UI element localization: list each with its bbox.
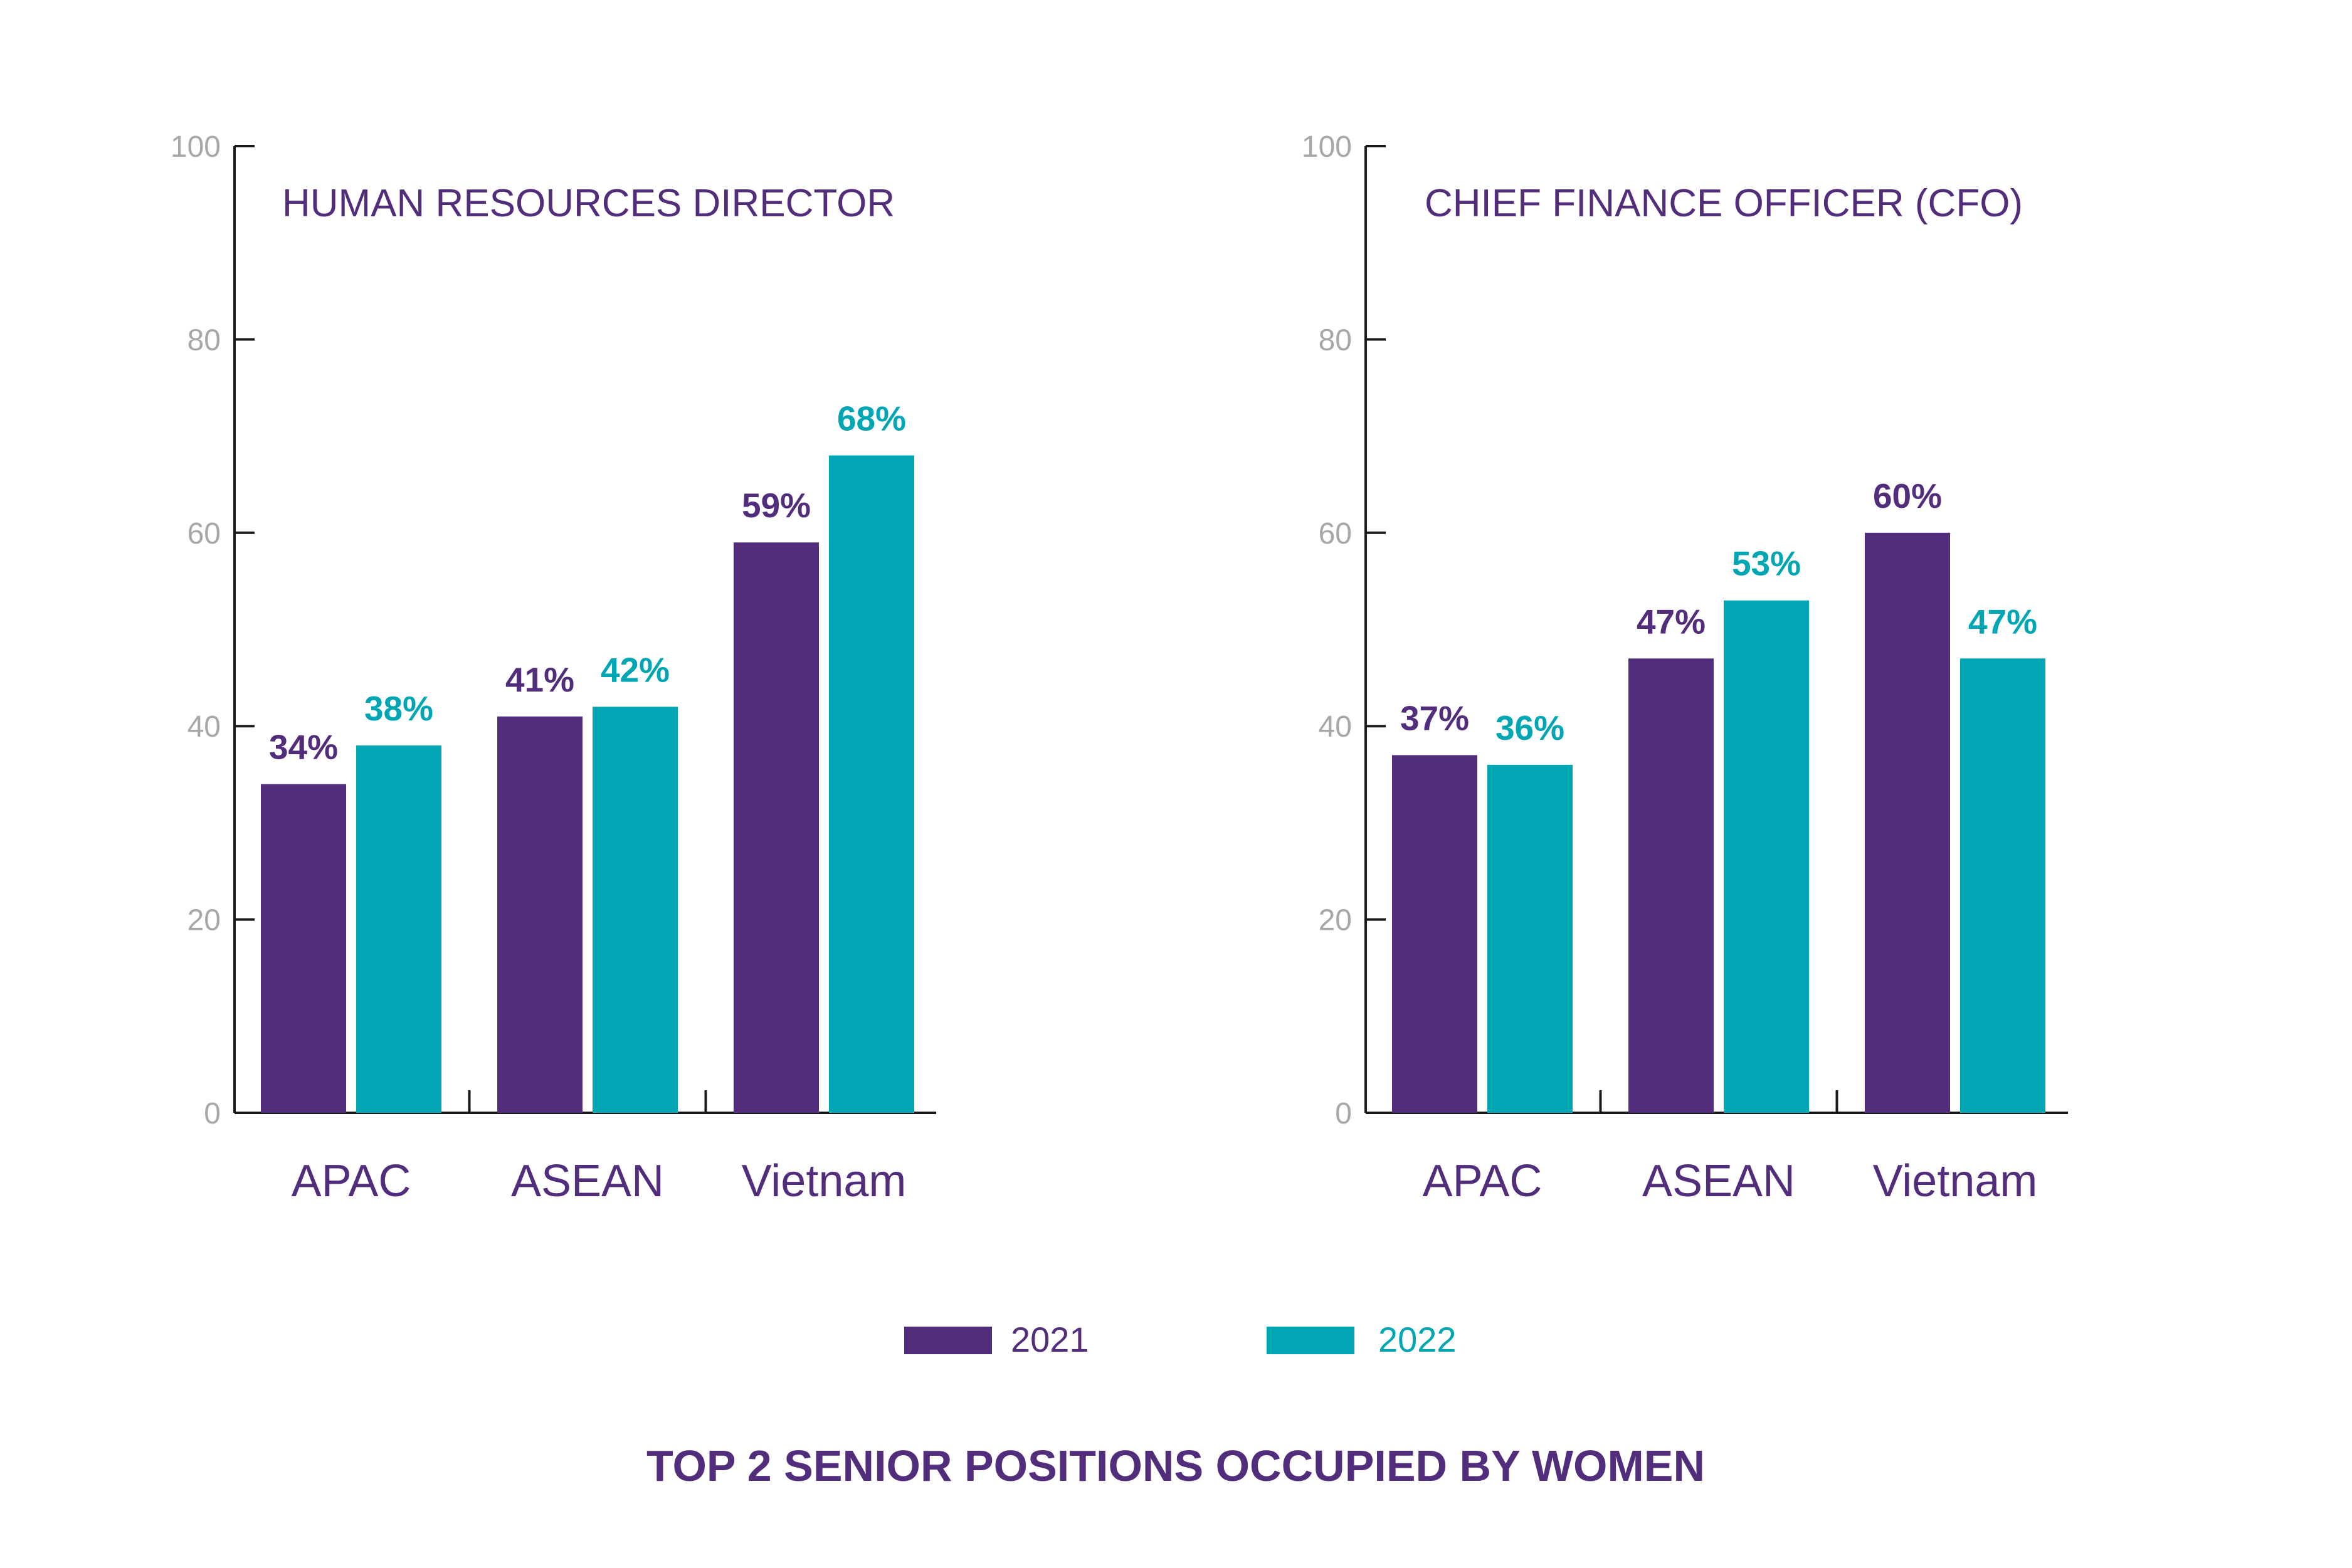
bar-apac-2021 [1392,755,1477,1113]
data-label-vietnam-2022: 68% [837,399,906,438]
category-label-apac: APAC [1423,1156,1543,1206]
bar-vietnam-2022 [829,455,914,1113]
charts-container: HUMAN RESOURCES DIRECTOR 0 20 40 60 80 100 34% 3… [171,130,2068,1206]
data-label-asean-2021: 41% [505,660,574,699]
data-label-apac-2022: 36% [1495,708,1564,747]
bar-apac-2021 [261,784,346,1113]
bar-vietnam-2022 [1960,658,2045,1113]
y-tick-label: 80 [187,324,221,357]
y-tick-label: 60 [187,517,221,550]
bar-asean-2021 [497,716,583,1113]
chart-title: CHIEF FINANCE OFFICER (CFO) [1425,182,2023,225]
data-label-vietnam-2021: 59% [742,486,811,525]
legend-swatch-2021 [904,1327,992,1354]
y-tick-label: 40 [1319,710,1352,744]
y-tick-label: 60 [1319,517,1352,550]
data-label-apac-2021: 37% [1400,698,1469,737]
y-tick-label: 80 [1319,324,1352,357]
bar-apac-2022 [356,745,441,1113]
legend: 2021 2022 [904,1320,1457,1359]
legend-swatch-2022 [1267,1327,1354,1354]
category-label-vietnam: Vietnam [1873,1156,2038,1206]
category-label-apac: APAC [292,1156,411,1206]
data-label-asean-2021: 47% [1637,602,1706,641]
y-tick-label: 20 [1319,904,1352,937]
data-label-asean-2022: 42% [601,650,670,689]
legend-label-2021: 2021 [1011,1320,1089,1359]
category-label-vietnam: Vietnam [742,1156,907,1206]
chart-1: HUMAN RESOURCES DIRECTOR 0 20 40 60 80 100 34% 3… [171,130,936,1206]
bar-vietnam-2021 [1865,532,1950,1113]
category-label-asean: ASEAN [511,1156,664,1206]
bar-apac-2022 [1487,764,1573,1113]
y-tick-label: 100 [1302,130,1352,164]
data-label-apac-2022: 38% [364,689,433,728]
main-title: TOP 2 SENIOR POSITIONS OCCUPIED BY WOMEN [646,1441,1705,1490]
y-tick-label: 20 [187,904,221,937]
legend-label-2022: 2022 [1378,1320,1457,1359]
data-label-apac-2021: 34% [269,728,338,767]
chart-title: HUMAN RESOURCES DIRECTOR [282,182,895,225]
y-tick-label: 40 [187,710,221,744]
chart-2: CHIEF FINANCE OFFICER (CFO) 0 20 40 60 80 100 3… [1302,130,2068,1206]
y-tick-label: 0 [1335,1097,1352,1130]
y-tick-label: 100 [171,130,221,164]
bar-asean-2021 [1628,658,1714,1113]
y-tick-label: 0 [204,1097,221,1130]
bar-asean-2022 [1724,600,1809,1113]
data-label-vietnam-2022: 47% [1968,602,2037,641]
bar-asean-2022 [593,707,678,1113]
bar-vietnam-2021 [734,542,819,1113]
category-label-asean: ASEAN [1642,1156,1795,1206]
data-label-asean-2022: 53% [1732,544,1801,583]
data-label-vietnam-2021: 60% [1873,476,1942,515]
